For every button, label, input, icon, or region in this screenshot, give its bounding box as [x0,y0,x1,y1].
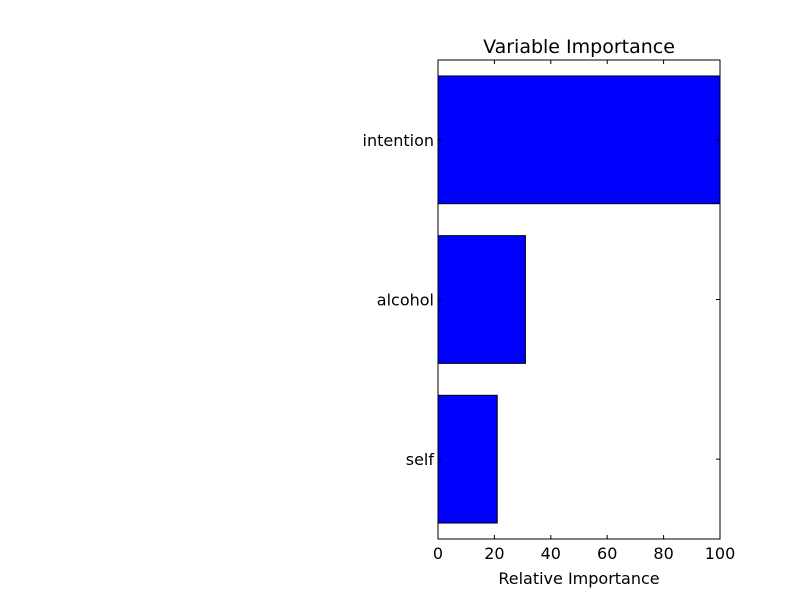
x-tick-label: 60 [597,544,617,563]
x-tick-label: 20 [484,544,504,563]
plot-frame [437,59,721,540]
y-tick-label: intention [363,131,435,150]
bar-intention [437,75,721,205]
x-axis-label: Relative Importance [498,569,659,588]
bar-alcohol [437,235,526,364]
x-tick-label: 0 [433,544,443,563]
x-tick-label: 80 [653,544,673,563]
y-tick-label: alcohol [377,291,434,310]
y-tick-label: self [406,450,435,469]
x-tick-label: 100 [705,544,736,563]
y-axis-ticks: intention alcohol self [363,131,720,469]
chart-title: Variable Importance [483,36,675,58]
bar-self [437,394,498,524]
bars-layer [437,75,721,524]
x-tick-label: 40 [541,544,561,563]
